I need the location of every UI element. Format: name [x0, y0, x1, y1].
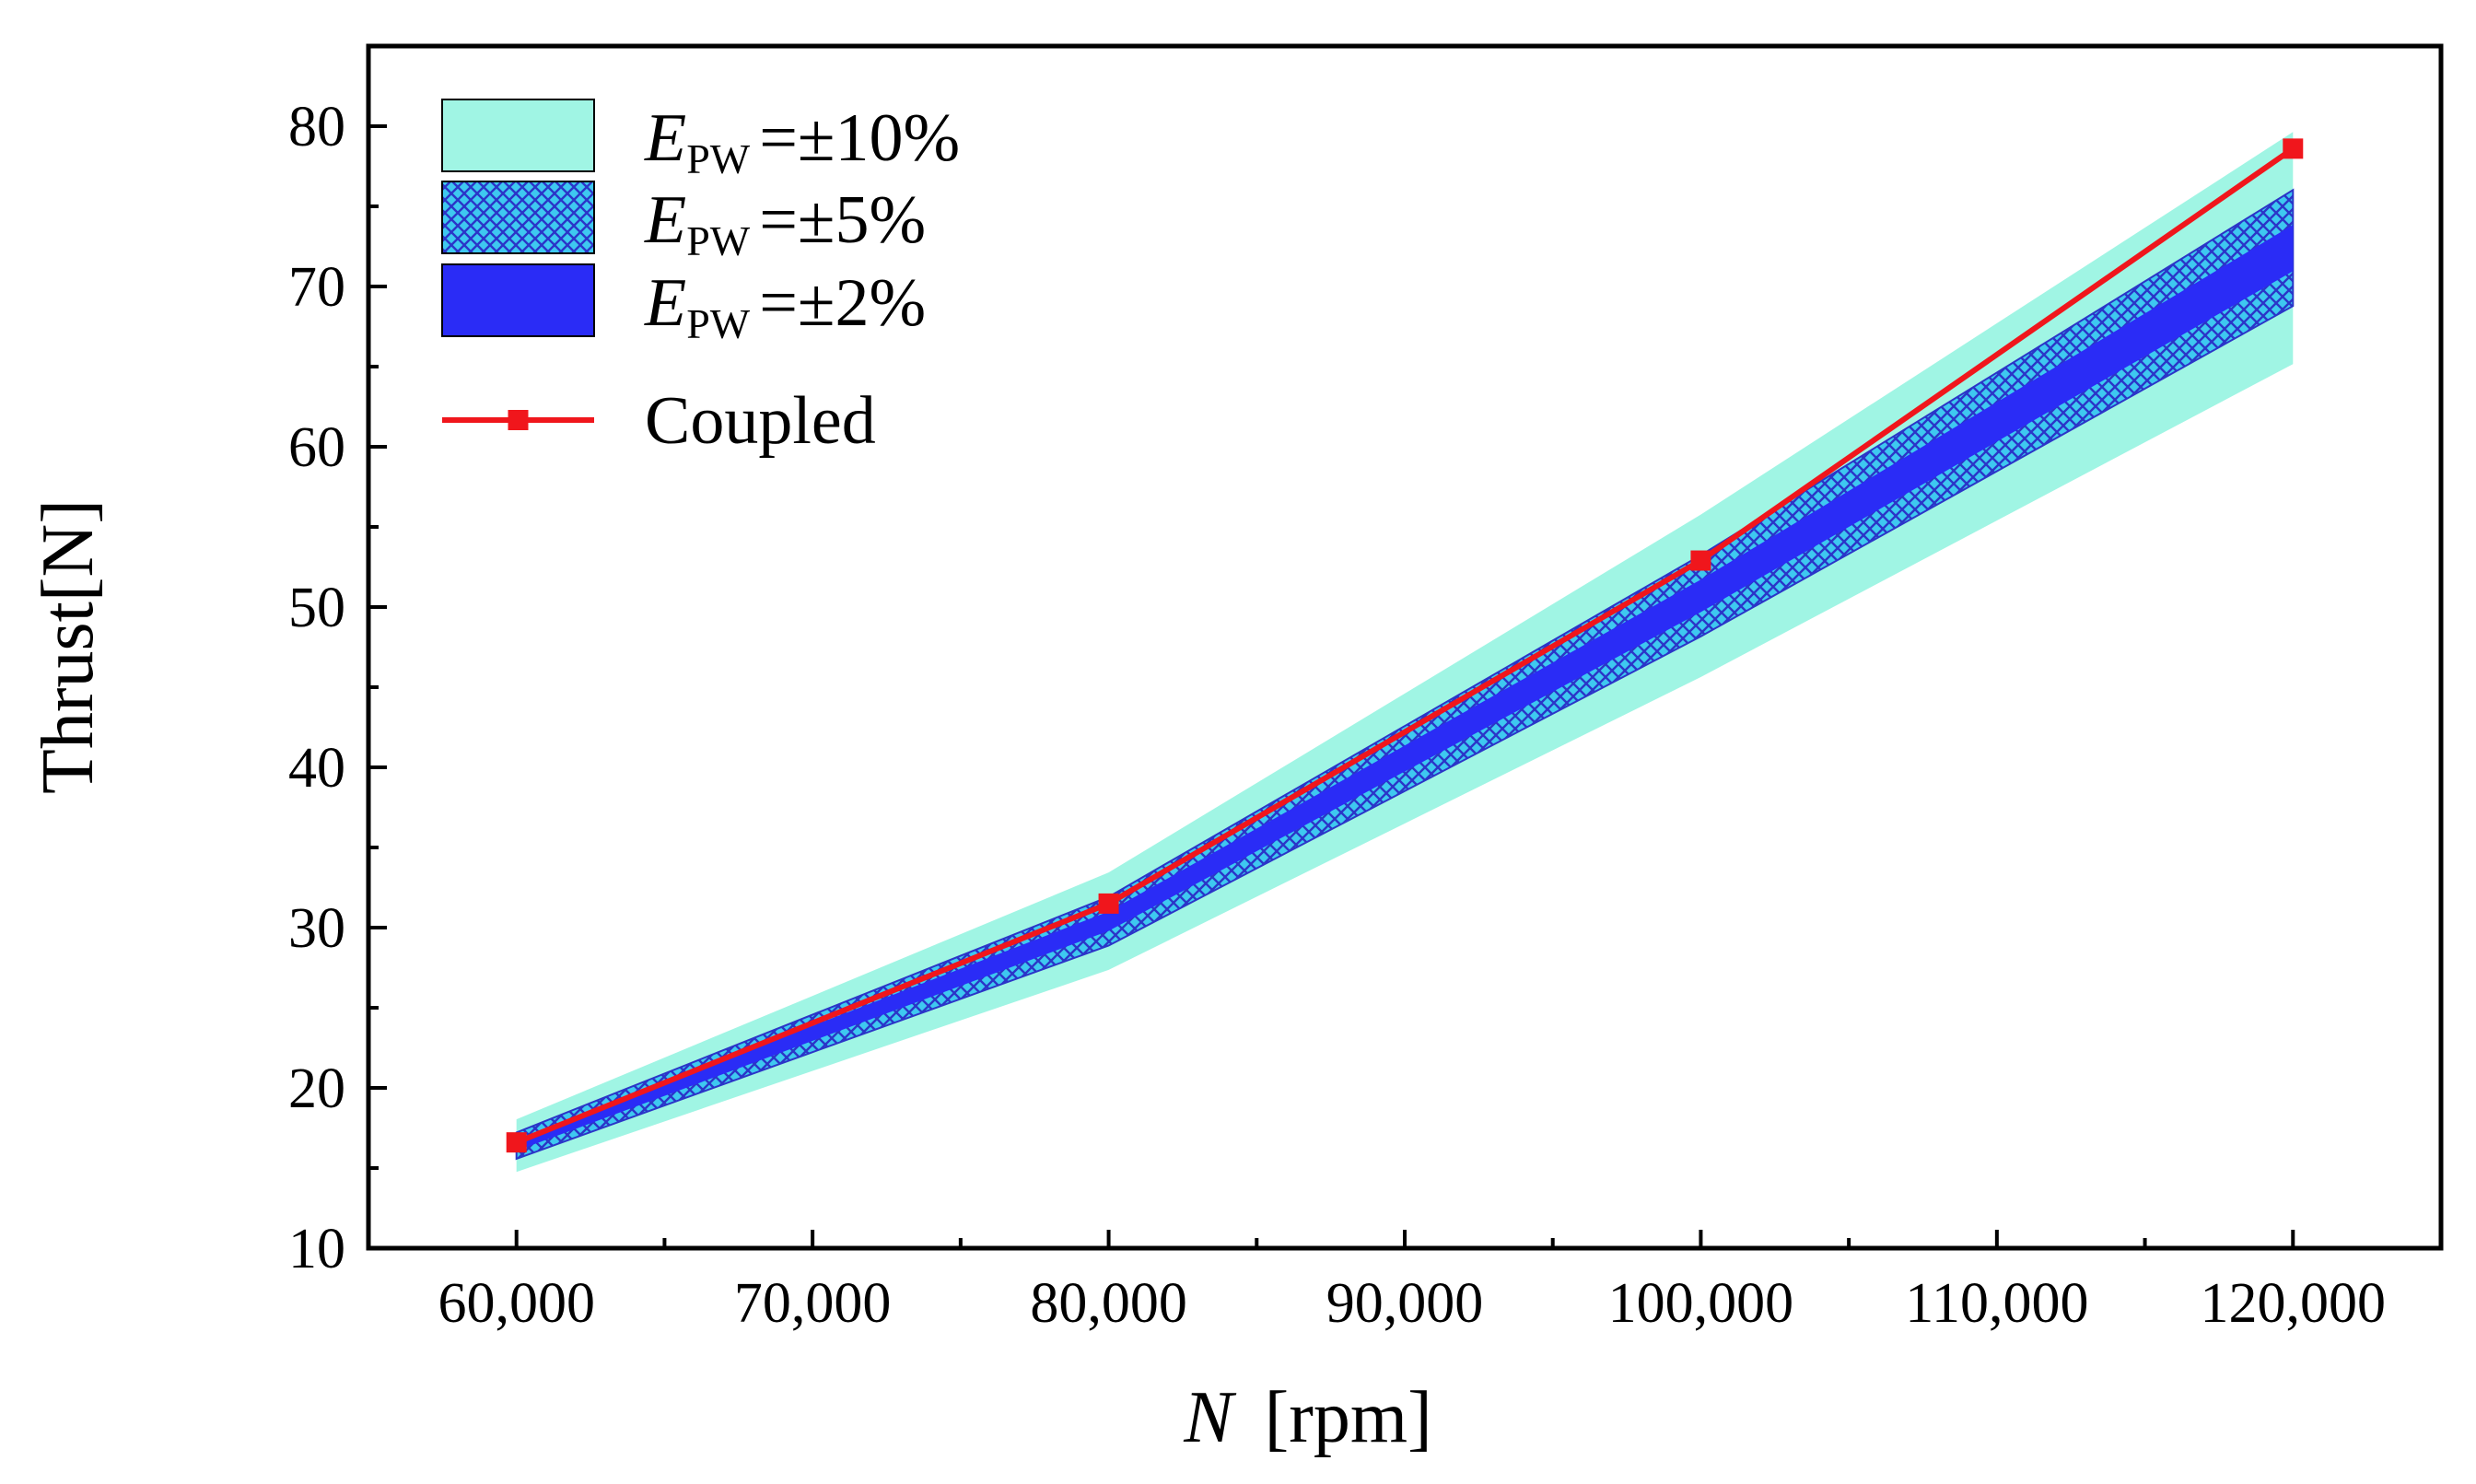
series-point: [506, 1132, 527, 1153]
y-tick-label: 50: [288, 577, 345, 639]
y-tick-label: 80: [288, 96, 345, 158]
legend-swatch-0: [441, 99, 595, 172]
series-layer: [506, 138, 2304, 1153]
legend: EPW =±10%EPW =±5%EPW =±2% Coupled: [441, 99, 960, 459]
legend-label-1: EPW =±5%: [644, 182, 926, 264]
y-tick-label: 70: [288, 256, 345, 319]
x-axis-title: N [rpm]: [1183, 1377, 1432, 1458]
x-axis-symbol: N: [1183, 1377, 1237, 1458]
legend-label-2: EPW =±2%: [644, 265, 926, 347]
x-tick-label: 110,000: [1905, 1272, 2088, 1335]
y-tick-label: 60: [288, 416, 345, 479]
y-tick-label: 30: [288, 897, 345, 960]
y-axis-title: Thrust[N]: [28, 499, 109, 794]
x-tick-label: 90,000: [1326, 1272, 1484, 1335]
x-tick-label: 120,000: [2201, 1272, 2387, 1335]
series-point: [1098, 893, 1119, 914]
x-tick-label: 60,000: [438, 1272, 595, 1335]
y-tick-label: 40: [288, 737, 345, 800]
legend-marker-0: [508, 410, 529, 430]
legend-swatch-1: [441, 181, 595, 254]
y-axis: 10 20 30 40 50 60 70 80: [288, 44, 387, 1280]
x-tick-label: 80,000: [1030, 1272, 1187, 1335]
band-area-1: [515, 188, 2295, 1161]
legend-label-0: EPW =±10%: [644, 100, 960, 182]
y-tick-label: 20: [288, 1057, 345, 1120]
x-tick-label: 70,000: [734, 1272, 892, 1335]
x-tick-label: 100,000: [1608, 1272, 1794, 1335]
x-axis: 60,000 70,000 80,000 90,000 100,000 110,000 12…: [438, 1230, 2386, 1335]
y-tick-label: 10: [288, 1218, 345, 1280]
legend-swatch-2: [441, 263, 595, 337]
series-point: [1690, 550, 1711, 571]
x-axis-unit: [rpm]: [1265, 1377, 1432, 1458]
series-line-0: [515, 146, 2295, 1145]
legend-series-label-0: Coupled: [645, 383, 876, 459]
series-point: [2283, 138, 2304, 159]
